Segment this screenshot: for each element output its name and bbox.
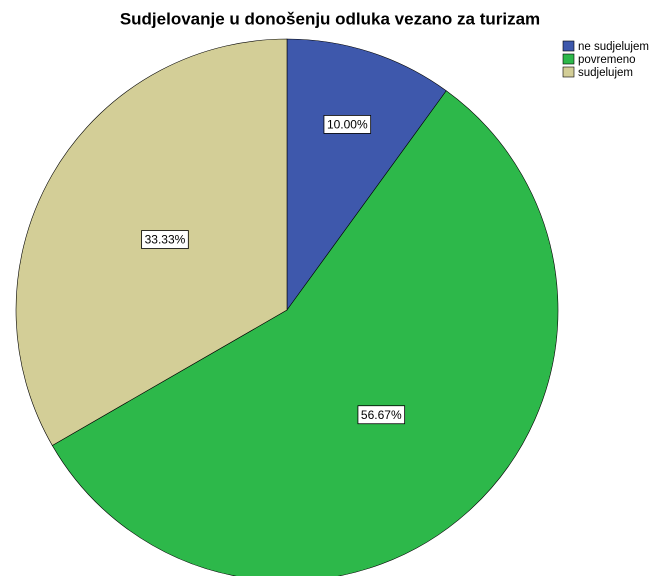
chart-title: Sudjelovanje u donošenju odluka vezano z… xyxy=(120,9,540,28)
value-label: 56.67% xyxy=(361,408,402,422)
pie-slice xyxy=(286,38,447,311)
pie-slice xyxy=(51,90,559,576)
value-label: 10.00% xyxy=(327,118,368,132)
legend-label: sudjelujem xyxy=(578,67,633,79)
value-label-box xyxy=(323,115,372,134)
value-label-box xyxy=(357,405,406,425)
legend-swatch xyxy=(562,66,575,78)
value-label: 33.33% xyxy=(145,233,186,247)
value-label-box xyxy=(141,230,189,249)
legend-label: ne sudjelujem xyxy=(578,41,649,53)
legend-label: povremeno xyxy=(578,54,636,66)
legend-swatch xyxy=(562,40,575,52)
legend-swatch xyxy=(562,53,575,65)
